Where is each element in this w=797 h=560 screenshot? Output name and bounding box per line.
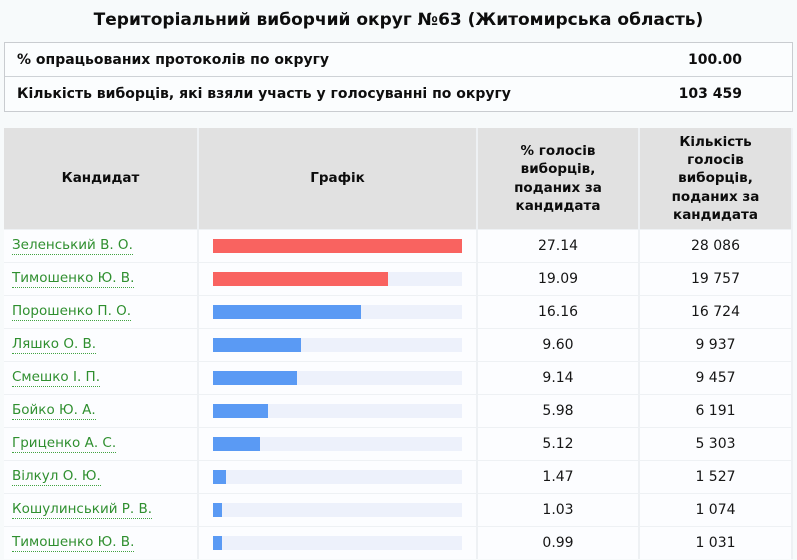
table-cell-votes: 28 086 bbox=[640, 230, 791, 262]
table-cell-percent: 5.12 bbox=[478, 428, 638, 460]
bar-fill bbox=[213, 536, 223, 550]
table-cell-votes: 1 074 bbox=[640, 494, 791, 526]
table-cell-candidate: Тимошенко Ю. В. bbox=[4, 527, 197, 559]
summary-row-turnout: Кількість виборців, які взяли участь у г… bbox=[5, 77, 792, 111]
bar-fill bbox=[213, 437, 260, 451]
candidate-link[interactable]: Зеленський В. О. bbox=[12, 237, 133, 255]
summary-row-protocols: % опрацьованих протоколів по округу 100.… bbox=[5, 43, 792, 77]
table-cell-candidate: Бойко Ю. А. bbox=[4, 395, 197, 427]
results-table: Кандидат Графік % голосів виборців, пода… bbox=[4, 128, 793, 559]
bar-track bbox=[213, 371, 462, 385]
bar-track bbox=[213, 470, 462, 484]
candidate-link[interactable]: Кошулинський Р. В. bbox=[12, 501, 153, 519]
bar-track bbox=[213, 305, 462, 319]
table-cell-votes: 9 937 bbox=[640, 329, 791, 361]
bar-track bbox=[213, 272, 462, 286]
bar-track bbox=[213, 437, 462, 451]
candidate-link[interactable]: Порошенко П. О. bbox=[12, 303, 132, 321]
table-cell-votes: 6 191 bbox=[640, 395, 791, 427]
table-cell-percent: 5.98 bbox=[478, 395, 638, 427]
table-cell-graph bbox=[199, 527, 476, 559]
bar-fill bbox=[213, 371, 297, 385]
candidate-link[interactable]: Бойко Ю. А. bbox=[12, 402, 96, 420]
bar-fill bbox=[213, 305, 362, 319]
bar-track bbox=[213, 338, 462, 352]
table-cell-votes: 16 724 bbox=[640, 296, 791, 328]
table-cell-graph bbox=[199, 395, 476, 427]
table-cell-graph bbox=[199, 494, 476, 526]
bar-track bbox=[213, 536, 462, 550]
table-cell-percent: 9.60 bbox=[478, 329, 638, 361]
table-cell-candidate: Зеленський В. О. bbox=[4, 230, 197, 262]
table-cell-graph bbox=[199, 230, 476, 262]
table-cell-graph bbox=[199, 329, 476, 361]
summary-label-protocols: % опрацьованих протоколів по округу bbox=[17, 51, 330, 68]
column-header-percent: % голосів виборців, поданих за кандидата bbox=[478, 128, 638, 229]
table-cell-percent: 27.14 bbox=[478, 230, 638, 262]
table-cell-candidate: Гриценко А. С. bbox=[4, 428, 197, 460]
table-cell-graph bbox=[199, 428, 476, 460]
candidate-link[interactable]: Вілкул О. Ю. bbox=[12, 468, 101, 486]
bar-fill bbox=[213, 239, 462, 253]
table-cell-graph bbox=[199, 263, 476, 295]
table-cell-percent: 0.99 bbox=[478, 527, 638, 559]
bar-fill bbox=[213, 503, 223, 517]
table-cell-votes: 9 457 bbox=[640, 362, 791, 394]
bar-fill bbox=[213, 338, 302, 352]
candidate-link[interactable]: Смешко І. П. bbox=[12, 369, 100, 387]
bar-fill bbox=[213, 272, 389, 286]
table-cell-percent: 16.16 bbox=[478, 296, 638, 328]
page-title: Територіальний виборчий округ №63 (Житом… bbox=[93, 10, 704, 30]
table-cell-candidate: Ляшко О. В. bbox=[4, 329, 197, 361]
bar-track bbox=[213, 239, 462, 253]
table-cell-candidate: Вілкул О. Ю. bbox=[4, 461, 197, 493]
summary-label-turnout: Кількість виборців, які взяли участь у г… bbox=[17, 86, 511, 102]
column-header-candidate: Кандидат bbox=[4, 128, 197, 229]
column-header-votes: Кількість голосів виборців, поданих за к… bbox=[640, 128, 791, 229]
bar-fill bbox=[213, 470, 227, 484]
table-cell-votes: 5 303 bbox=[640, 428, 791, 460]
candidate-link[interactable]: Тимошенко Ю. В. bbox=[12, 534, 135, 552]
table-cell-percent: 19.09 bbox=[478, 263, 638, 295]
table-cell-percent: 1.47 bbox=[478, 461, 638, 493]
table-cell-votes: 1 031 bbox=[640, 527, 791, 559]
summary-table: % опрацьованих протоколів по округу 100.… bbox=[4, 42, 793, 112]
bar-track bbox=[213, 503, 462, 517]
summary-value-turnout: 103 459 bbox=[678, 86, 742, 102]
table-cell-graph bbox=[199, 296, 476, 328]
bar-fill bbox=[213, 404, 268, 418]
column-header-graph: Графік bbox=[199, 128, 476, 229]
table-cell-percent: 1.03 bbox=[478, 494, 638, 526]
table-cell-votes: 1 527 bbox=[640, 461, 791, 493]
table-cell-candidate: Порошенко П. О. bbox=[4, 296, 197, 328]
table-cell-percent: 9.14 bbox=[478, 362, 638, 394]
summary-value-protocols: 100.00 bbox=[687, 51, 742, 68]
bar-track bbox=[213, 404, 462, 418]
table-cell-graph bbox=[199, 461, 476, 493]
candidate-link[interactable]: Гриценко А. С. bbox=[12, 435, 117, 453]
candidate-link[interactable]: Ляшко О. В. bbox=[12, 336, 97, 354]
table-cell-votes: 19 757 bbox=[640, 263, 791, 295]
table-cell-candidate: Тимошенко Ю. В. bbox=[4, 263, 197, 295]
table-cell-candidate: Смешко І. П. bbox=[4, 362, 197, 394]
table-cell-candidate: Кошулинський Р. В. bbox=[4, 494, 197, 526]
candidate-link[interactable]: Тимошенко Ю. В. bbox=[12, 270, 135, 288]
table-cell-graph bbox=[199, 362, 476, 394]
